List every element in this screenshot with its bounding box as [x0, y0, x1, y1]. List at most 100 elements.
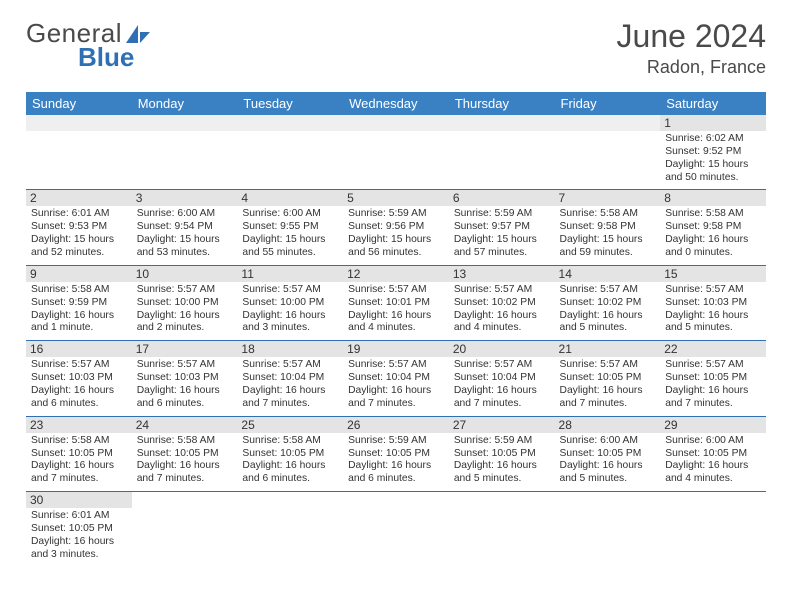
calendar-cell [132, 115, 238, 190]
calendar-cell: 29 Sunrise: 6:00 AMSunset: 10:05 PMDaylig… [660, 416, 766, 491]
day-number: 20 [449, 341, 555, 357]
day-details: Sunrise: 5:57 AMSunset: 10:00 PMDaylight… [242, 284, 338, 335]
day-details: Sunrise: 5:58 AMSunset: 10:05 PMDaylight… [242, 435, 338, 486]
calendar-header-row: SundayMondayTuesdayWednesdayThursdayFrid… [26, 92, 766, 115]
day-details: Sunrise: 5:58 AMSunset: 10:05 PMDaylight… [31, 435, 127, 486]
calendar-cell: 13Sunrise: 5:57 AMSunset: 10:02 PMDaylig… [449, 265, 555, 340]
calendar-cell: 5 Sunrise: 5:59 AMSunset: 9:56 PMDaylight… [343, 190, 449, 265]
day-details: Sunrise: 5:57 AMSunset: 10:03 PMDaylight… [137, 359, 233, 410]
calendar-cell [343, 115, 449, 190]
day-number: 30 [26, 492, 132, 508]
day-number: 10 [132, 266, 238, 282]
calendar-cell: 2Sunrise: 6:01 AMSunset: 9:53 PMDaylight… [26, 190, 132, 265]
calendar-cell: 18Sunrise: 5:57 AMSunset: 10:04 PMDaylig… [237, 341, 343, 416]
day-number: 15 [660, 266, 766, 282]
day-details: Sunrise: 5:57 AMSunset: 10:02 PMDaylight… [560, 284, 656, 335]
calendar-body: 1 Sunrise: 6:02 AMSunset: 9:52 PMDaylight… [26, 115, 766, 567]
calendar-cell: 6 Sunrise: 5:59 AMSunset: 9:57 PMDaylight… [449, 190, 555, 265]
calendar-cell: 25 Sunrise: 5:58 AMSunset: 10:05 PMDaylig… [237, 416, 343, 491]
calendar-cell: 19 Sunrise: 5:57 AMSunset: 10:04 PMDaylig… [343, 341, 449, 416]
calendar-cell [449, 115, 555, 190]
day-details: Sunrise: 5:58 AMSunset: 9:58 PMDaylight:… [560, 208, 656, 259]
day-details: Sunrise: 6:00 AMSunset: 10:05 PMDaylight… [560, 435, 656, 486]
calendar-cell: 11 Sunrise: 5:57 AMSunset: 10:00 PMDaylig… [237, 265, 343, 340]
header: General June 2024 Radon, France [26, 18, 766, 78]
calendar-cell [660, 492, 766, 567]
calendar-cell: 24Sunrise: 5:58 AMSunset: 10:05 PMDaylig… [132, 416, 238, 491]
calendar-cell: 17 Sunrise: 5:57 AMSunset: 10:03 PMDaylig… [132, 341, 238, 416]
day-details: Sunrise: 5:57 AMSunset: 10:04 PMDaylight… [348, 359, 444, 410]
weekday-header: Monday [132, 92, 238, 115]
day-number: 18 [237, 341, 343, 357]
day-number: 8 [660, 190, 766, 206]
day-number: 29 [660, 417, 766, 433]
calendar-cell: 12 Sunrise: 5:57 AMSunset: 10:01 PMDaylig… [343, 265, 449, 340]
location-label: Radon, France [617, 57, 766, 78]
day-number: 11 [237, 266, 343, 282]
day-details: Sunrise: 5:58 AMSunset: 10:05 PMDaylight… [137, 435, 233, 486]
calendar-cell: 22 Sunrise: 5:57 AMSunset: 10:05 PMDaylig… [660, 341, 766, 416]
day-details: Sunrise: 5:59 AMSunset: 10:05 PMDaylight… [454, 435, 550, 486]
calendar-cell: 7 Sunrise: 5:58 AMSunset: 9:58 PMDaylight… [555, 190, 661, 265]
day-number: 12 [343, 266, 449, 282]
weekday-header: Friday [555, 92, 661, 115]
day-details: Sunrise: 6:02 AMSunset: 9:52 PMDaylight:… [665, 133, 761, 184]
calendar-cell [132, 492, 238, 567]
calendar-cell: 8 Sunrise: 5:58 AMSunset: 9:58 PMDaylight… [660, 190, 766, 265]
calendar-row: 1 Sunrise: 6:02 AMSunset: 9:52 PMDaylight… [26, 115, 766, 190]
day-details: Sunrise: 5:57 AMSunset: 10:05 PMDaylight… [665, 359, 761, 410]
month-title: June 2024 [617, 18, 766, 55]
day-number: 5 [343, 190, 449, 206]
calendar-cell: 27 Sunrise: 5:59 AMSunset: 10:05 PMDaylig… [449, 416, 555, 491]
daynum-empty [132, 115, 238, 131]
calendar-cell: 10Sunrise: 5:57 AMSunset: 10:00 PMDaylig… [132, 265, 238, 340]
day-details: Sunrise: 6:01 AMSunset: 10:05 PMDaylight… [31, 510, 127, 561]
day-number: 6 [449, 190, 555, 206]
calendar-row: 16 Sunrise: 5:57 AMSunset: 10:03 PMDaylig… [26, 341, 766, 416]
calendar-cell [449, 492, 555, 567]
calendar-cell: 4Sunrise: 6:00 AMSunset: 9:55 PMDaylight… [237, 190, 343, 265]
day-number: 1 [660, 115, 766, 131]
day-number: 7 [555, 190, 661, 206]
calendar-cell: 26Sunrise: 5:59 AMSunset: 10:05 PMDaylig… [343, 416, 449, 491]
daynum-empty [343, 115, 449, 131]
day-details: Sunrise: 5:57 AMSunset: 10:05 PMDaylight… [560, 359, 656, 410]
calendar-row: 23 Sunrise: 5:58 AMSunset: 10:05 PMDaylig… [26, 416, 766, 491]
day-number: 23 [26, 417, 132, 433]
day-details: Sunrise: 5:58 AMSunset: 9:58 PMDaylight:… [665, 208, 761, 259]
day-number: 19 [343, 341, 449, 357]
day-details: Sunrise: 5:59 AMSunset: 10:05 PMDaylight… [348, 435, 444, 486]
title-block: June 2024 Radon, France [617, 18, 766, 78]
day-number: 27 [449, 417, 555, 433]
calendar-cell: 9Sunrise: 5:58 AMSunset: 9:59 PMDaylight… [26, 265, 132, 340]
calendar-cell: 28Sunrise: 6:00 AMSunset: 10:05 PMDaylig… [555, 416, 661, 491]
day-number: 17 [132, 341, 238, 357]
day-details: Sunrise: 5:59 AMSunset: 9:57 PMDaylight:… [454, 208, 550, 259]
calendar-cell [26, 115, 132, 190]
calendar-cell: 3Sunrise: 6:00 AMSunset: 9:54 PMDaylight… [132, 190, 238, 265]
calendar-cell: 30 Sunrise: 6:01 AMSunset: 10:05 PMDaylig… [26, 492, 132, 567]
day-number: 22 [660, 341, 766, 357]
calendar-cell [237, 492, 343, 567]
calendar-cell: 1 Sunrise: 6:02 AMSunset: 9:52 PMDaylight… [660, 115, 766, 190]
day-number: 13 [449, 266, 555, 282]
day-details: Sunrise: 6:01 AMSunset: 9:53 PMDaylight:… [31, 208, 127, 259]
calendar-row: 9Sunrise: 5:58 AMSunset: 9:59 PMDaylight… [26, 265, 766, 340]
calendar-row: 30 Sunrise: 6:01 AMSunset: 10:05 PMDaylig… [26, 492, 766, 567]
daynum-empty [449, 115, 555, 131]
day-details: Sunrise: 5:57 AMSunset: 10:01 PMDaylight… [348, 284, 444, 335]
day-details: Sunrise: 5:57 AMSunset: 10:03 PMDaylight… [31, 359, 127, 410]
calendar-cell: 21Sunrise: 5:57 AMSunset: 10:05 PMDaylig… [555, 341, 661, 416]
calendar-row: 2Sunrise: 6:01 AMSunset: 9:53 PMDaylight… [26, 190, 766, 265]
day-number: 16 [26, 341, 132, 357]
day-number: 25 [237, 417, 343, 433]
day-number: 3 [132, 190, 238, 206]
day-details: Sunrise: 6:00 AMSunset: 10:05 PMDaylight… [665, 435, 761, 486]
calendar-cell: 20Sunrise: 5:57 AMSunset: 10:04 PMDaylig… [449, 341, 555, 416]
day-number: 9 [26, 266, 132, 282]
weekday-header: Tuesday [237, 92, 343, 115]
day-details: Sunrise: 5:59 AMSunset: 9:56 PMDaylight:… [348, 208, 444, 259]
calendar-cell [555, 492, 661, 567]
day-number: 4 [237, 190, 343, 206]
brand-part2: Blue [78, 42, 134, 73]
